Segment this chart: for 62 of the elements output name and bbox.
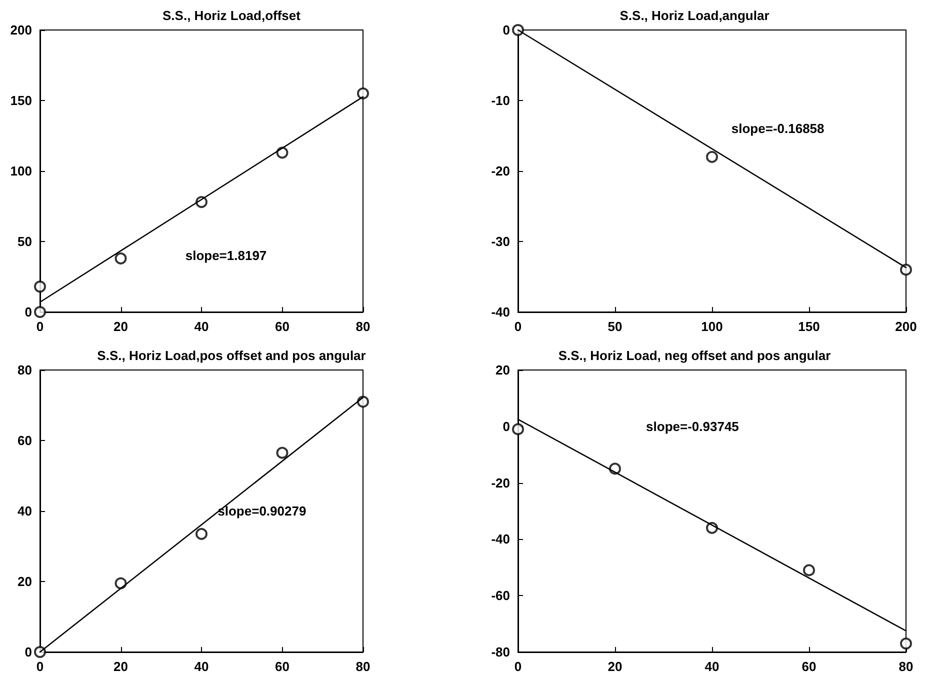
- y-tick-label: 0: [24, 644, 32, 660]
- annotation: slope=-0.93745: [646, 418, 739, 434]
- y-tick-label: -60: [491, 588, 510, 604]
- x-tick-label: 40: [194, 659, 209, 674]
- annotation: slope=0.90279: [218, 504, 306, 518]
- y-tick-label: -10: [491, 93, 510, 108]
- point: [900, 264, 912, 276]
- chart-title: S.S., Horiz Load,offset: [162, 8, 302, 23]
- x-tick-label: 20: [114, 319, 128, 334]
- x-tick-label: 60: [275, 659, 290, 674]
- y-tick-label: 0: [24, 304, 32, 320]
- x-tick-label: 200: [895, 319, 917, 334]
- y-tick-label: -20: [491, 164, 510, 178]
- chart-title: S.S., Horiz Load, neg offset and pos angular: [558, 348, 831, 363]
- point: [34, 306, 46, 318]
- y-tick-label: -40: [491, 304, 510, 320]
- y-tick-label: 0: [502, 22, 510, 38]
- y-tick-label: 20: [18, 574, 32, 589]
- x-tick-label: 80: [356, 319, 370, 334]
- x-tick-label: 50: [608, 319, 622, 334]
- y-tick-label: 60: [18, 433, 32, 448]
- point: [512, 24, 524, 36]
- point: [357, 87, 369, 100]
- point: [512, 423, 524, 436]
- x-tick-label: 60: [275, 319, 290, 334]
- point: [114, 252, 127, 264]
- x-tick-label: 0: [36, 659, 44, 674]
- chart-title: S.S., Horiz Load,pos offset and pos angular: [97, 348, 366, 363]
- point: [34, 280, 46, 293]
- y-tick-label: 40: [18, 504, 32, 518]
- y-tick-label: 100: [10, 164, 32, 178]
- point: [706, 150, 718, 163]
- y-tick-label: -30: [491, 234, 510, 249]
- y-tick-label: 150: [10, 93, 32, 108]
- x-tick-label: 20: [114, 659, 128, 674]
- y-tick-label: 20: [496, 362, 510, 378]
- y-tick-label: 80: [18, 362, 32, 378]
- point: [276, 446, 288, 459]
- x-tick-label: 100: [701, 319, 723, 334]
- annotation: slope=-0.16858: [731, 121, 824, 136]
- x-tick-label: 80: [898, 659, 914, 674]
- x-tick-label: 40: [704, 659, 720, 674]
- x-tick-label: 0: [514, 659, 522, 674]
- chart-title: S.S., Horiz Load,angular: [620, 8, 770, 23]
- point: [196, 528, 208, 540]
- y-tick-label: 0: [502, 418, 510, 434]
- point: [34, 646, 46, 658]
- point: [900, 638, 912, 650]
- y-tick-label: 200: [10, 22, 32, 38]
- x-tick-label: 60: [802, 659, 816, 674]
- x-tick-label: 150: [798, 319, 820, 334]
- y-tick-label: -40: [491, 532, 510, 547]
- point: [803, 564, 815, 576]
- x-tick-label: 80: [356, 659, 370, 674]
- annotation: slope=1.8197: [185, 248, 267, 264]
- x-tick-label: 0: [514, 319, 522, 334]
- y-tick-label: -80: [491, 644, 510, 660]
- x-tick-label: 0: [36, 319, 44, 334]
- x-tick-label: 20: [608, 659, 622, 674]
- x-tick-label: 40: [194, 319, 209, 334]
- y-tick-label: 50: [18, 234, 32, 249]
- y-tick-label: -20: [491, 475, 510, 490]
